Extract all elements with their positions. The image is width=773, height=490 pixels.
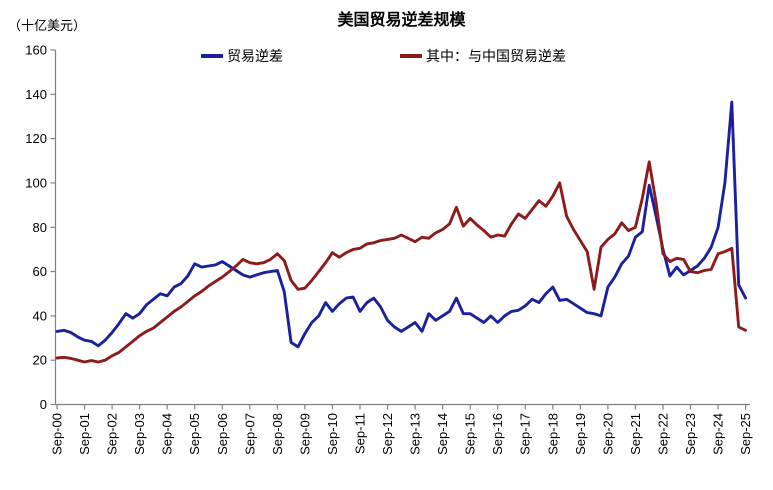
x-tick-label: Sep-07 [242,413,257,455]
legend-item-china-deficit: 其中：与中国贸易逆差 [400,47,566,65]
x-tick-label: Sep-04 [160,413,175,455]
y-tick-label: 60 [33,264,47,279]
chart-legend: 贸易逆差 其中：与中国贸易逆差 [0,47,773,65]
axes [50,49,750,410]
x-tick-labels: Sep-00 Sep-01 Sep-02 Sep-03 Sep-04 Sep-05 Sep-… [50,413,754,455]
y-tick-label: 80 [33,220,47,235]
y-tick-label: 160 [25,43,47,58]
y-tick-label: 20 [33,353,47,368]
legend-line-marker-blue [201,54,223,58]
x-tick-label: Sep-01 [77,413,92,455]
x-tick-label: Sep-18 [545,413,560,455]
y-tick-labels: 0 20 40 60 80 100 120 140 160 [25,43,47,413]
x-tick-label: Sep-12 [380,413,395,455]
x-tick-label: Sep-10 [325,413,340,455]
x-tick-label: Sep-22 [655,413,670,455]
x-tick-label: Sep-19 [573,413,588,455]
series-line-0 [55,100,748,349]
x-tick-label: Sep-21 [628,413,643,455]
y-tick-label: 100 [25,175,47,190]
x-tick-label: Sep-08 [270,413,285,455]
chart-title: 美国贸易逆差规模 [337,12,466,29]
y-tick-label: 140 [25,87,47,102]
x-tick-label: Sep-15 [463,413,478,455]
x-tick-label: Sep-03 [132,413,147,455]
x-tick-label: Sep-16 [490,413,505,455]
x-tick-label: Sep-02 [105,413,120,455]
x-tick-label: Sep-06 [215,413,230,455]
y-tick-label: 120 [25,131,47,146]
x-tick-label: Sep-24 [711,413,726,455]
legend-label: 其中：与中国贸易逆差 [426,48,566,64]
x-tick-label: Sep-09 [297,413,312,455]
y-axis-unit-label: （十亿美元） [8,18,87,33]
legend-label: 贸易逆差 [227,48,283,64]
x-tick-label: Sep-23 [683,413,698,455]
x-tick-label: Sep-11 [352,413,367,454]
series-line-1 [55,160,748,364]
legend-item-trade-deficit: 贸易逆差 [201,47,283,65]
x-tick-label: Sep-20 [600,413,615,455]
x-tick-label: Sep-00 [50,413,65,455]
x-tick-label: Sep-14 [435,413,450,455]
y-tick-label: 0 [40,397,47,412]
x-tick-label: Sep-25 [738,413,753,455]
y-tick-label: 40 [33,308,47,323]
x-tick-label: Sep-13 [408,413,423,455]
x-tick-label: Sep-05 [187,413,202,455]
legend-line-marker-red [400,54,422,58]
x-tick-label: Sep-17 [518,413,533,455]
